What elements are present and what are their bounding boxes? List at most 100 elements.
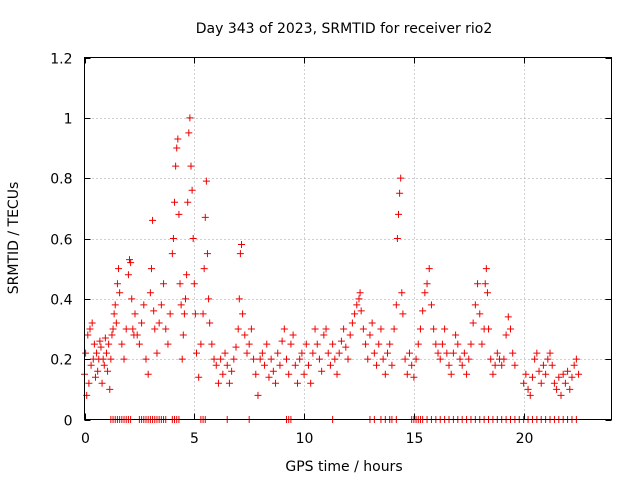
data-point (90, 340, 98, 348)
data-point (318, 367, 326, 375)
data-point (175, 210, 183, 218)
y-tick-label: 1 (64, 112, 73, 128)
data-point (489, 370, 497, 378)
data-point (192, 349, 200, 357)
data-point (398, 289, 406, 297)
data-point (368, 319, 376, 327)
data-point (82, 349, 90, 357)
data-point (469, 319, 477, 327)
data-point (101, 334, 109, 342)
data-point (208, 340, 216, 348)
data-point (190, 280, 198, 288)
data-point (344, 355, 352, 363)
data-point (221, 349, 229, 357)
data-point (355, 295, 363, 303)
data-point (483, 289, 491, 297)
data-point (506, 325, 514, 333)
data-point (498, 361, 506, 369)
data-point (287, 340, 295, 348)
data-point (291, 361, 299, 369)
data-point (88, 319, 96, 327)
data-point (254, 391, 262, 399)
data-point (127, 259, 135, 267)
data-point (315, 355, 323, 363)
data-point (395, 210, 403, 218)
data-point (133, 331, 141, 339)
data-point (570, 361, 578, 369)
data-point (186, 114, 194, 122)
data-point (375, 340, 383, 348)
data-point (564, 367, 572, 375)
data-point (425, 265, 433, 273)
data-point (456, 355, 464, 363)
data-point (458, 361, 466, 369)
data-point (487, 355, 495, 363)
data-point (392, 301, 400, 309)
data-point (153, 349, 161, 357)
data-point (337, 337, 345, 345)
data-point (366, 331, 374, 339)
data-point (149, 216, 157, 224)
axis-ticks: 0 0.2 0.4 0.6 0.8 1 1.2 0 5 10 15 20 (50, 52, 612, 447)
data-point (465, 355, 473, 363)
data-point (421, 289, 429, 297)
data-point (250, 355, 258, 363)
data-point (285, 370, 293, 378)
data-point (427, 301, 435, 309)
y-tick-label: 0.8 (50, 172, 72, 188)
data-point (384, 349, 392, 357)
data-point (362, 340, 370, 348)
data-point (105, 340, 113, 348)
data-point (537, 379, 545, 387)
data-point (298, 349, 306, 357)
data-point (265, 373, 273, 381)
data-point (151, 325, 159, 333)
data-point (232, 343, 240, 351)
data-point (109, 325, 117, 333)
data-point (258, 349, 266, 357)
data-point (342, 343, 350, 351)
data-point (346, 331, 354, 339)
data-point (300, 370, 308, 378)
data-point (171, 198, 179, 206)
data-point (533, 349, 541, 357)
data-point (539, 361, 547, 369)
data-point (179, 331, 187, 339)
data-point (474, 280, 482, 288)
data-point (548, 361, 556, 369)
data-point (199, 310, 207, 318)
data-point (414, 340, 422, 348)
data-point (454, 340, 462, 348)
y-tick-label: 1.2 (50, 52, 72, 68)
data-point (542, 370, 550, 378)
y-axis-label: SRMTID / TECUs (6, 182, 22, 295)
data-point (522, 370, 530, 378)
data-point (531, 355, 539, 363)
data-point (278, 337, 286, 345)
data-point (388, 361, 396, 369)
data-point (135, 340, 143, 348)
data-point (377, 325, 385, 333)
data-point (326, 361, 334, 369)
data-point (147, 265, 155, 273)
data-point (200, 265, 208, 273)
data-point (126, 256, 134, 264)
data-point (164, 340, 172, 348)
data-point (91, 373, 99, 381)
data-point (386, 340, 394, 348)
x-tick-label: 0 (81, 431, 90, 447)
data-point (467, 340, 475, 348)
data-point (293, 379, 301, 387)
data-point (331, 355, 339, 363)
y-tick-label: 0.2 (50, 353, 72, 369)
data-point (185, 129, 193, 137)
data-point (173, 144, 181, 152)
data-point (572, 355, 580, 363)
data-point (182, 295, 190, 303)
data-point (84, 331, 92, 339)
data-point (438, 340, 446, 348)
data-point (283, 355, 291, 363)
data-point (364, 355, 372, 363)
data-point (511, 361, 519, 369)
data-point (191, 310, 199, 318)
